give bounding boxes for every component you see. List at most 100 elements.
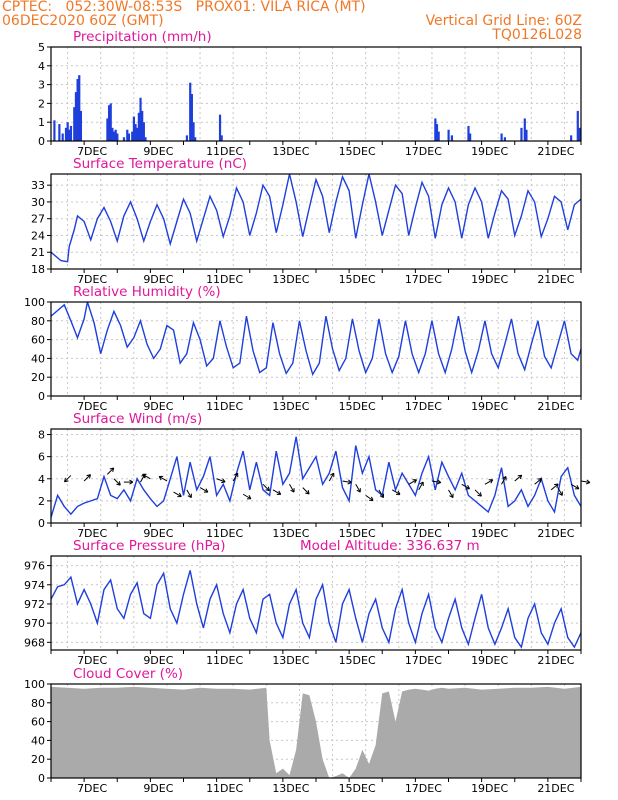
precip-bar — [58, 124, 61, 141]
wind-arrowhead — [379, 493, 385, 499]
y-tick-label: 1 — [38, 116, 45, 129]
y-tick-label: 0 — [38, 135, 45, 148]
precip-bar — [68, 129, 71, 141]
x-tick-label: 7DEC — [77, 654, 107, 667]
precip-bar — [447, 129, 450, 141]
wind-arrowhead — [265, 486, 270, 492]
y-tick-label: 5 — [38, 41, 45, 54]
rh-panel: 0 20 40 60 80 100 7DEC 9DEC 11DEC 13DEC 15DEC 17DEC… — [24, 284, 582, 413]
x-tick-label: 21DEC — [537, 273, 574, 286]
wind-arrow — [570, 483, 580, 490]
y-tick-label: 968 — [24, 636, 45, 649]
temp-panel: 18 21 24 27 30 33 7DEC 9DEC 11DEC 13DEC 15DEC 17DEC… — [31, 156, 582, 286]
precip-bar — [500, 133, 503, 141]
wind-arrowhead — [517, 474, 523, 480]
y-tick-label: 24 — [31, 229, 45, 242]
wind-arrowhead — [488, 479, 494, 484]
x-tick-label: 19DEC — [471, 527, 508, 540]
wind-arrow — [199, 487, 209, 493]
precip-bar — [109, 103, 112, 141]
y-tick-label: 27 — [31, 213, 45, 226]
x-tick-label: 7DEC — [77, 527, 107, 540]
wind-arrow — [408, 479, 417, 485]
precip-bar — [69, 125, 73, 141]
precip-bar — [76, 78, 79, 141]
precip-bar — [185, 135, 189, 141]
precip-title: Precipitation (mm/h) — [73, 29, 212, 45]
y-tick-label: 33 — [31, 179, 45, 192]
x-tick-label: 7DEC — [77, 145, 107, 158]
y-tick-label: 40 — [31, 352, 45, 365]
precip-bar — [116, 133, 119, 141]
wind-arrow — [501, 476, 507, 485]
x-tick-label: 9DEC — [143, 654, 173, 667]
wind-arrow — [64, 475, 72, 483]
wind-arrowhead — [187, 493, 192, 499]
y-tick-label: 60 — [31, 334, 45, 347]
wind-arrow — [355, 484, 361, 493]
precip-bar — [434, 118, 437, 141]
x-tick-label: 9DEC — [143, 273, 173, 286]
x-tick-label: 9DEC — [143, 527, 173, 540]
precip-bar — [435, 124, 439, 141]
pres-panel: 968 970 972 974 976 7DEC 9DEC 11DEC 13DEC 15DEC 17… — [24, 538, 582, 667]
precip-bar — [132, 116, 136, 141]
wind-arrow — [83, 474, 91, 482]
wind-arrow — [474, 489, 482, 497]
wind-arrow — [158, 476, 168, 482]
x-tick-label: 19DEC — [471, 400, 508, 413]
precip-bar — [469, 133, 472, 141]
header-model: TQ0126L028 — [492, 27, 582, 43]
wind-arrow — [484, 479, 493, 485]
precip-bar — [141, 110, 144, 141]
wind-arrowhead — [330, 472, 335, 478]
wind-arrow — [173, 491, 182, 497]
precip-bar — [503, 137, 507, 141]
precip-bar — [74, 92, 78, 141]
wind-arrow — [232, 472, 239, 482]
wind-arrow — [216, 478, 226, 483]
wind-arrow — [461, 483, 470, 490]
wind-arrowhead — [129, 479, 134, 485]
precip-bar — [126, 129, 129, 141]
x-tick-label: 11DEC — [206, 654, 243, 667]
y-tick-label: 40 — [31, 734, 45, 747]
precip-bar — [570, 135, 573, 141]
wind-arrow — [391, 489, 401, 495]
wind-arrowhead — [477, 492, 482, 497]
temp-title: Surface Temperature (nC) — [73, 156, 247, 172]
precip-bar — [220, 135, 223, 141]
x-tick-label: 21DEC — [537, 145, 574, 158]
y-tick-label: 4 — [38, 473, 45, 486]
precip-bar — [467, 125, 470, 141]
y-tick-label: 6 — [38, 451, 45, 464]
wind-arrow — [378, 489, 384, 498]
y-tick-label: 974 — [24, 579, 45, 592]
wind-arrow — [418, 481, 424, 491]
wind-arrowhead — [356, 488, 361, 493]
wind-arrow — [431, 480, 441, 484]
x-tick-label: 13DEC — [272, 145, 309, 158]
precip-bar — [218, 114, 222, 141]
precip-bar — [111, 127, 114, 141]
x-tick-label: 17DEC — [405, 145, 442, 158]
precip-bar — [523, 118, 526, 141]
precip-bar — [139, 97, 142, 141]
x-tick-label: 19DEC — [471, 273, 508, 286]
wind-arrowhead — [436, 479, 442, 485]
x-tick-label: 13DEC — [272, 400, 309, 413]
wind-arrowhead — [419, 481, 424, 487]
y-tick-label: 972 — [24, 598, 45, 611]
precip-bar — [190, 94, 193, 141]
wind-arrow — [242, 493, 252, 500]
wind-arrow — [448, 489, 454, 498]
wind-arrow — [142, 473, 151, 480]
x-tick-label: 21DEC — [537, 654, 574, 667]
precip-bar — [61, 133, 64, 141]
wind-title: Surface Wind (m/s) — [73, 411, 202, 427]
x-tick-label: 21DEC — [537, 400, 574, 413]
y-tick-label: 20 — [31, 371, 45, 384]
wind-arrowhead — [347, 479, 352, 485]
y-tick-label: 100 — [24, 678, 45, 691]
x-tick-label: 11DEC — [206, 527, 243, 540]
